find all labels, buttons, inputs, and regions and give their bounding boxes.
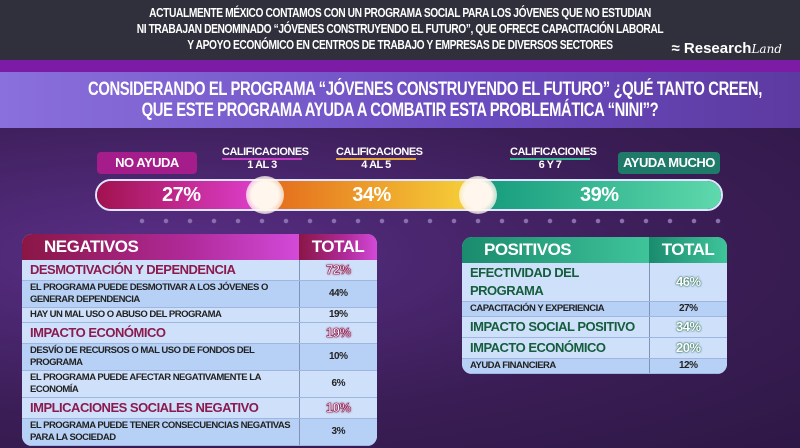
- segment-1-3: 27%: [97, 181, 266, 209]
- table-row: Desvío de recursos o mal uso de fondos d…: [22, 343, 377, 371]
- range-label-4-5: Calificaciones 4 al 5: [336, 146, 423, 171]
- logo-text: Research: [683, 40, 752, 57]
- category-row: Impacto económico 20%: [462, 337, 727, 359]
- positives-table: Positivos Total Efectividad del programa 4…: [462, 237, 727, 374]
- category-row: Efectividad del programa 46%: [462, 263, 727, 302]
- logo-mark-icon: ≈: [671, 40, 684, 57]
- row-value: 20%: [648, 337, 727, 359]
- row-value: 12%: [648, 358, 727, 374]
- intro-line: ni trabajan denominado “Jóvenes Construy…: [136, 22, 664, 36]
- question-line: Considerando el programa “Jóvenes Constr…: [88, 79, 762, 100]
- row-label: Impacto social positivo: [462, 316, 649, 338]
- row-label: Hay un mal uso o abuso del programa: [22, 307, 299, 323]
- row-label: Impacto económico: [462, 337, 649, 359]
- row-value: 10%: [298, 397, 377, 419]
- table-row: Ayuda financiera 12%: [462, 358, 727, 374]
- row-value: 3%: [298, 418, 377, 446]
- table-row: El programa puede afectar negativamente …: [22, 370, 377, 398]
- row-label: Capacitación y experiencia: [462, 301, 649, 317]
- total-header: Total: [649, 237, 727, 263]
- row-value: 46%: [648, 263, 727, 302]
- row-value: 44%: [298, 280, 377, 308]
- negatives-header: Negativos: [22, 234, 299, 260]
- logo-suffix: Land: [751, 42, 782, 56]
- intro-text: Actualmente México contamos con un progr…: [72, 5, 728, 53]
- row-label: Implicaciones sociales negativo: [22, 397, 299, 419]
- intro-line: Actualmente México contamos con un progr…: [149, 6, 651, 20]
- row-value: 19%: [298, 322, 377, 344]
- divider-stripe: [0, 60, 800, 72]
- row-label: Impacto económico: [22, 322, 299, 344]
- ayuda-mucho-label: Ayuda mucho: [618, 152, 720, 174]
- category-row: Implicaciones sociales negativo 10%: [22, 397, 377, 419]
- no-ayuda-nada-label: No ayuda nada: [97, 152, 197, 192]
- row-value: 34%: [648, 316, 727, 338]
- table-row: Hay un mal uso o abuso del programa 19%: [22, 307, 377, 323]
- segment-6-7: 39%: [477, 181, 721, 209]
- negatives-table: Negativos Total Desmotivación y dependenc…: [22, 234, 377, 446]
- header-banner: Actualmente México contamos con un progr…: [0, 0, 800, 60]
- category-row: Desmotivación y dependencia 72%: [22, 260, 377, 281]
- category-row: Impacto económico 19%: [22, 322, 377, 344]
- total-header: Total: [299, 234, 377, 260]
- row-label: Desmotivación y dependencia: [22, 260, 299, 281]
- row-label: El programa puede tener consecuencias ne…: [22, 418, 299, 446]
- row-value: 19%: [298, 307, 377, 323]
- segment-4-5: 34%: [265, 181, 478, 209]
- positives-header: Positivos: [462, 237, 649, 263]
- category-row: Impacto social positivo 34%: [462, 316, 727, 338]
- decorative-dots: [130, 218, 730, 224]
- row-label: Efectividad del programa: [462, 263, 649, 302]
- row-value: 10%: [298, 343, 377, 371]
- row-label: El programa puede desmotivar a los jóven…: [22, 280, 299, 308]
- researchland-logo: ≈ ResearchLand: [672, 40, 783, 57]
- table-row: Capacitación y experiencia 27%: [462, 301, 727, 317]
- intro-line: y apoyo económico en centros de trabajo …: [187, 38, 613, 52]
- range-label-1-3: Calificaciones 1 al 3: [222, 146, 309, 171]
- divider-knob: [458, 176, 497, 214]
- row-value: 6%: [298, 370, 377, 398]
- row-value: 72%: [298, 260, 377, 281]
- row-label: Desvío de recursos o mal uso de fondos d…: [22, 343, 299, 371]
- range-label-6-7: Calificaciones 6 y 7: [510, 146, 597, 171]
- row-value: 27%: [648, 301, 727, 317]
- rating-bar: 27% 34% 39%: [95, 179, 723, 211]
- question-banner: Considerando el programa “Jóvenes Constr…: [0, 72, 800, 128]
- table-row: El programa puede tener consecuencias ne…: [22, 418, 377, 446]
- row-label: Ayuda financiera: [462, 358, 649, 374]
- question-line: que este programa ayuda a combatir esta …: [141, 100, 659, 121]
- divider-knob: [246, 176, 285, 214]
- row-label: El programa puede afectar negativamente …: [22, 370, 299, 398]
- table-row: El programa puede desmotivar a los jóven…: [22, 280, 377, 308]
